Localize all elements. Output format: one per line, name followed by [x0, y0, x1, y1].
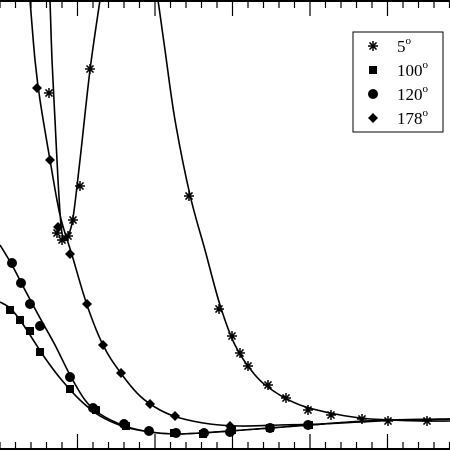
legend-marker-circle: [368, 89, 378, 99]
legend-marker-square: [369, 66, 377, 74]
data-point-asterisk: [235, 348, 245, 358]
data-point-diamond: [170, 411, 180, 421]
data-point-asterisk: [214, 304, 224, 314]
data-point-circle: [88, 403, 98, 413]
data-point-circle: [25, 299, 35, 309]
data-point-asterisk: [263, 380, 273, 390]
data-point-circle: [119, 419, 129, 429]
data-point-square: [6, 306, 14, 314]
data-point-asterisk: [227, 331, 237, 341]
data-point-circle: [65, 372, 75, 382]
data-point-diamond: [45, 155, 55, 165]
data-point-square: [36, 348, 44, 356]
data-point-asterisk: [303, 405, 313, 415]
legend-label-2: 120o: [397, 83, 429, 104]
data-point-square: [16, 316, 24, 324]
legend: 5o 100o 120o 178o: [352, 31, 444, 133]
data-point-square: [66, 385, 74, 393]
data-point-asterisk: [44, 88, 54, 98]
data-point-circle: [7, 258, 17, 268]
data-point-asterisk: [383, 416, 393, 426]
data-point-diamond: [145, 399, 155, 409]
data-point-circle: [303, 420, 313, 430]
legend-label-3: 178o: [397, 107, 429, 128]
data-point-asterisk: [281, 393, 291, 403]
data-point-asterisk: [68, 215, 78, 225]
data-point-asterisk: [85, 64, 95, 74]
data-point-diamond: [116, 368, 126, 378]
data-point-circle: [199, 428, 209, 438]
data-point-circle: [265, 423, 275, 433]
legend-box: [352, 31, 444, 133]
markers: [6, 64, 432, 438]
data-point-circle: [171, 428, 181, 438]
data-point-asterisk: [243, 361, 253, 371]
data-point-circle: [35, 321, 45, 331]
legend-marker-diamond: [368, 113, 378, 123]
series-line-3: [0, 244, 450, 435]
legend-marker-asterisk: [368, 41, 378, 51]
data-point-asterisk: [326, 410, 336, 420]
data-point-asterisk: [357, 414, 367, 424]
data-point-asterisk: [57, 235, 67, 245]
data-point-circle: [225, 427, 235, 437]
data-point-circle: [16, 278, 26, 288]
legend-label-1: 100o: [397, 59, 429, 80]
data-point-asterisk: [63, 231, 73, 241]
data-point-diamond: [32, 83, 42, 93]
data-point-diamond: [65, 249, 75, 259]
data-point-circle: [144, 426, 154, 436]
data-point-diamond: [53, 222, 63, 232]
series-line-1: [157, 0, 450, 422]
data-point-diamond: [98, 340, 108, 350]
data-point-diamond: [82, 299, 92, 309]
data-point-asterisk: [422, 416, 432, 426]
data-point-square: [26, 327, 34, 335]
legend-label-0: 5o: [397, 35, 412, 56]
data-point-asterisk: [184, 191, 194, 201]
data-point-asterisk: [75, 181, 85, 191]
data-point-diamond: [225, 421, 235, 431]
